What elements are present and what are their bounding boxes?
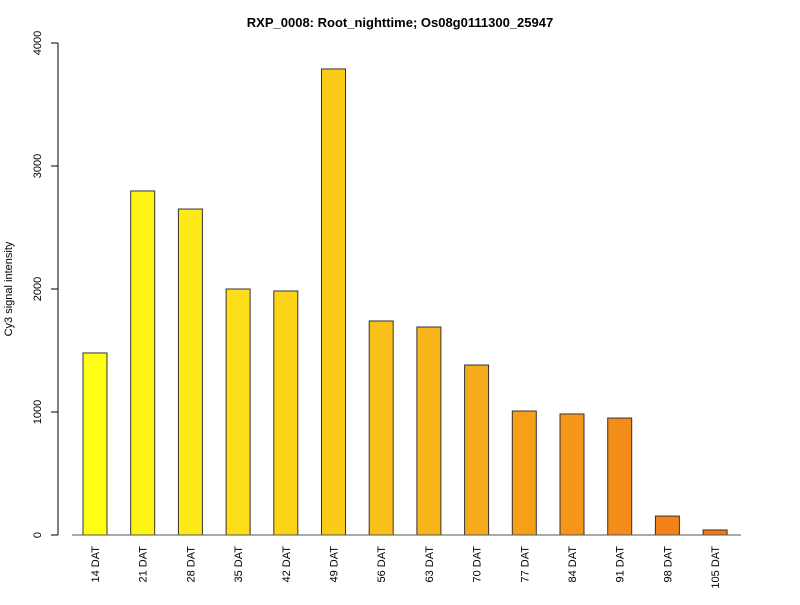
bar [416, 326, 442, 536]
bar [321, 68, 346, 536]
bar [702, 529, 728, 536]
x-tick-label: 70 DAT [472, 546, 484, 583]
y-tick-label: 0 [32, 532, 44, 538]
x-tick-label: 28 DAT [185, 546, 197, 583]
x-tick-label: 91 DAT [615, 546, 627, 583]
y-tick-label: 4000 [32, 31, 44, 55]
x-tick-label: 42 DAT [281, 546, 293, 583]
x-tick-label: 63 DAT [424, 546, 436, 583]
bar [654, 515, 680, 536]
x-tick-label: 35 DAT [233, 546, 245, 583]
x-tick-label: 105 DAT [710, 546, 722, 589]
x-tick-label: 84 DAT [567, 546, 579, 583]
y-tick-label: 3000 [32, 154, 44, 178]
chart-title: RXP_0008: Root_nighttime; Os08g0111300_2… [247, 15, 553, 30]
bar [368, 320, 394, 536]
bar [464, 364, 490, 536]
bar [82, 352, 108, 536]
x-tick-label: 98 DAT [662, 546, 674, 583]
bar [177, 208, 203, 536]
bar [559, 413, 585, 536]
bars [82, 68, 728, 536]
x-tick-labels: 14 DAT 21 DAT 28 DAT 35 DAT 42 DAT 49 DAT 56 D… [90, 546, 722, 589]
x-tick-label: 14 DAT [90, 546, 102, 583]
y-axis: 0 1000 2000 3000 4000 [32, 31, 59, 538]
x-tick-label: 77 DAT [519, 546, 531, 583]
y-tick-label: 2000 [32, 277, 44, 301]
x-tick-label: 49 DAT [329, 546, 341, 583]
y-axis-label: Cy3 signal intensity [3, 241, 15, 336]
bar [273, 290, 299, 536]
bar [607, 417, 633, 536]
x-tick-label: 21 DAT [138, 546, 150, 583]
x-tick-label: 56 DAT [376, 546, 388, 583]
bar [130, 190, 156, 536]
bar [225, 288, 251, 536]
bar [511, 410, 537, 536]
y-tick-label: 1000 [32, 400, 44, 424]
